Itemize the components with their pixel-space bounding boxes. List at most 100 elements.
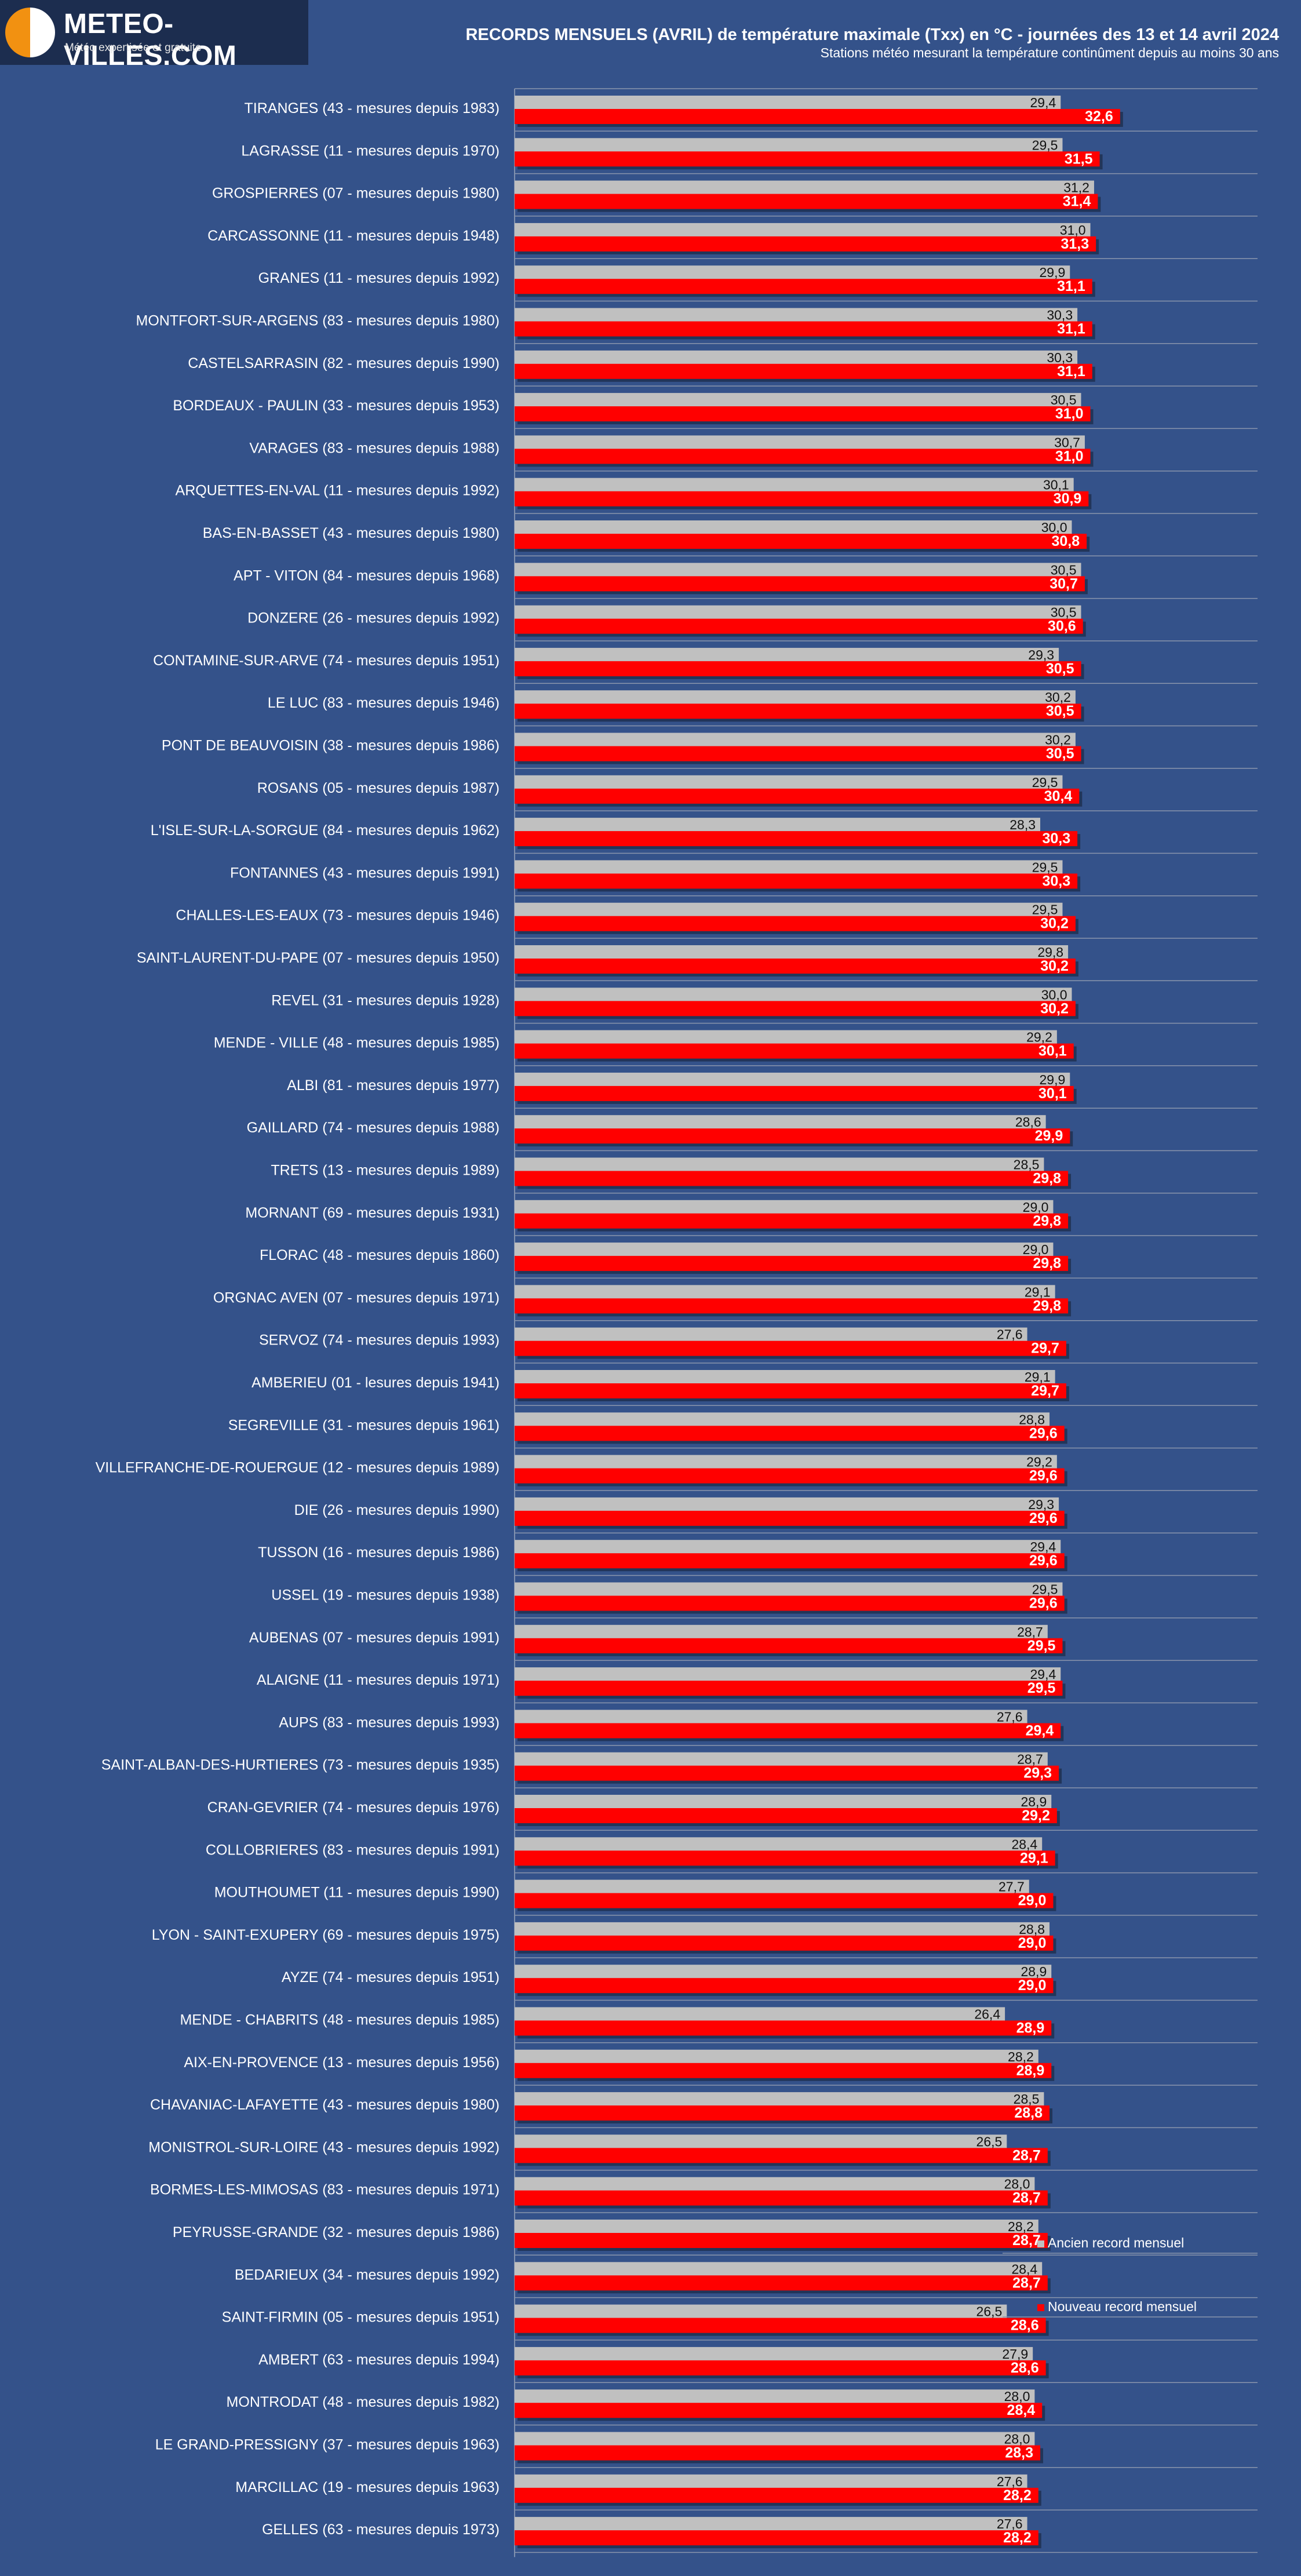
new-record-bar <box>515 151 1100 167</box>
old-record-bar <box>515 2049 1038 2065</box>
new-record-bar <box>515 449 1091 464</box>
station-label: AIX-EN-PROVENCE (13 - mesures depuis 195… <box>184 2054 500 2071</box>
old-record-bar <box>515 96 1061 111</box>
new-record-bar <box>515 109 1120 124</box>
new-record-label: 29,6 <box>1029 1553 1058 1569</box>
new-record-label: 30,5 <box>1046 661 1074 677</box>
new-record-label: 31,1 <box>1057 321 1085 337</box>
station-label: BAS-EN-BASSET (43 - mesures depuis 1980) <box>203 525 500 541</box>
new-record-bar <box>515 959 1076 974</box>
new-record-label: 30,5 <box>1046 703 1074 719</box>
new-record-label: 28,7 <box>1012 2190 1041 2206</box>
old-record-bar <box>515 1157 1044 1173</box>
new-record-bar <box>515 491 1089 507</box>
old-record-bar <box>515 1965 1052 1980</box>
old-record-bar <box>515 1540 1061 1555</box>
old-record-label: 29,9 <box>1040 265 1066 280</box>
new-record-bar <box>515 1808 1057 1823</box>
new-record-label: 29,0 <box>1018 1893 1047 1909</box>
new-record-bar <box>515 406 1091 422</box>
old-record-label: 29,3 <box>1028 1497 1054 1512</box>
new-record-label: 28,7 <box>1012 2147 1041 2163</box>
old-record-bar <box>515 1243 1054 1258</box>
old-record-label: 29,4 <box>1030 1667 1056 1682</box>
new-record-label: 29,8 <box>1033 1255 1061 1271</box>
station-label: MARCILLAC (19 - mesures depuis 1963) <box>235 2479 500 2495</box>
old-record-label: 30,5 <box>1051 562 1077 577</box>
old-record-label: 27,6 <box>997 1327 1023 1342</box>
old-record-label: 30,7 <box>1054 435 1080 450</box>
old-record-label: 26,4 <box>974 2007 1000 2022</box>
station-label: VARAGES (83 - mesures depuis 1988) <box>249 440 500 456</box>
new-record-bar <box>515 2233 1048 2248</box>
old-record-label: 28,0 <box>1004 2389 1030 2404</box>
old-record-label: 27,6 <box>997 1709 1023 1724</box>
old-record-label: 30,5 <box>1051 605 1077 620</box>
station-label: ORGNAC AVEN (07 - mesures depuis 1971) <box>213 1289 500 1306</box>
new-record-bar <box>515 916 1076 931</box>
station-label: VILLEFRANCHE-DE-ROUERGUE (12 - mesures d… <box>96 1460 500 1476</box>
old-record-bar <box>515 988 1072 1003</box>
old-record-bar <box>515 2432 1035 2447</box>
new-record-label: 29,5 <box>1027 1680 1056 1696</box>
legend-new-label: Nouveau record mensuel <box>1048 2299 1197 2314</box>
new-record-bar <box>515 788 1080 804</box>
new-record-label: 28,7 <box>1012 2275 1041 2291</box>
station-label: BORMES-LES-MIMOSAS (83 - mesures depuis … <box>150 2182 500 2198</box>
old-record-bar <box>515 1455 1057 1470</box>
station-label: CHAVANIAC-LAFAYETTE (43 - mesures depuis… <box>150 2097 500 2113</box>
new-record-label: 29,2 <box>1022 1808 1050 1824</box>
station-label: SAINT-LAURENT-DU-PAPE (07 - mesures depu… <box>137 950 500 966</box>
old-record-bar <box>515 2517 1027 2533</box>
old-record-label: 31,0 <box>1060 223 1086 238</box>
new-record-bar <box>515 2445 1041 2461</box>
new-record-bar <box>515 1723 1061 1739</box>
station-label: SAINT-ALBAN-DES-HURTIERES (73 - mesures … <box>101 1757 500 1773</box>
station-label: SAINT-FIRMIN (05 - mesures depuis 1951) <box>222 2309 500 2326</box>
new-record-label: 28,6 <box>1011 2360 1039 2376</box>
old-record-bar <box>515 1837 1043 1853</box>
new-record-label: 29,3 <box>1023 1765 1052 1781</box>
old-record-label: 28,7 <box>1017 1624 1043 1639</box>
old-record-label: 28,0 <box>1004 2177 1030 2192</box>
new-record-bar <box>515 1043 1074 1059</box>
old-record-label: 29,0 <box>1023 1242 1049 1257</box>
new-record-label: 30,2 <box>1040 958 1069 974</box>
new-record-bar <box>515 1128 1070 1144</box>
new-record-bar <box>515 2487 1038 2503</box>
station-label: APT - VITON (84 - mesures depuis 1968) <box>234 567 500 584</box>
station-label: PEYRUSSE-GRANDE (32 - mesures depuis 198… <box>173 2224 500 2240</box>
station-label: FONTANNES (43 - mesures depuis 1991) <box>230 865 500 881</box>
new-record-bar <box>515 1935 1054 1951</box>
old-record-label: 28,4 <box>1011 2261 1037 2276</box>
old-record-label: 30,1 <box>1043 478 1069 493</box>
station-label: REVEL (31 - mesures depuis 1928) <box>271 992 500 1008</box>
new-record-label: 30,8 <box>1051 533 1080 549</box>
old-record-bar <box>515 2262 1043 2278</box>
new-record-bar <box>515 1340 1066 1356</box>
old-record-bar <box>515 818 1041 833</box>
old-record-bar <box>515 308 1078 323</box>
old-record-bar <box>515 2474 1027 2490</box>
old-record-bar <box>515 180 1094 196</box>
old-record-label: 29,2 <box>1026 1030 1052 1045</box>
new-record-label: 31,1 <box>1057 363 1085 380</box>
old-record-bar <box>515 435 1085 451</box>
old-record-bar <box>515 2092 1044 2108</box>
new-record-bar <box>515 2190 1048 2206</box>
new-record-bar <box>515 1978 1054 1994</box>
old-record-label: 29,1 <box>1025 1284 1051 1299</box>
old-record-label: 29,4 <box>1030 1539 1056 1554</box>
new-record-label: 29,6 <box>1029 1510 1058 1526</box>
old-record-bar <box>515 1624 1048 1640</box>
old-record-bar <box>515 945 1069 960</box>
old-record-label: 29,4 <box>1030 95 1056 110</box>
old-record-label: 28,5 <box>1014 2092 1040 2107</box>
station-label: COLLOBRIERES (83 - mesures depuis 1991) <box>206 1842 500 1858</box>
old-record-bar <box>515 350 1078 366</box>
old-record-label: 29,5 <box>1032 775 1058 790</box>
new-record-bar <box>515 1213 1069 1229</box>
new-record-bar <box>515 1595 1065 1611</box>
station-label: CARCASSONNE (11 - mesures depuis 1948) <box>207 228 500 244</box>
station-label: ROSANS (05 - mesures depuis 1987) <box>257 780 500 796</box>
